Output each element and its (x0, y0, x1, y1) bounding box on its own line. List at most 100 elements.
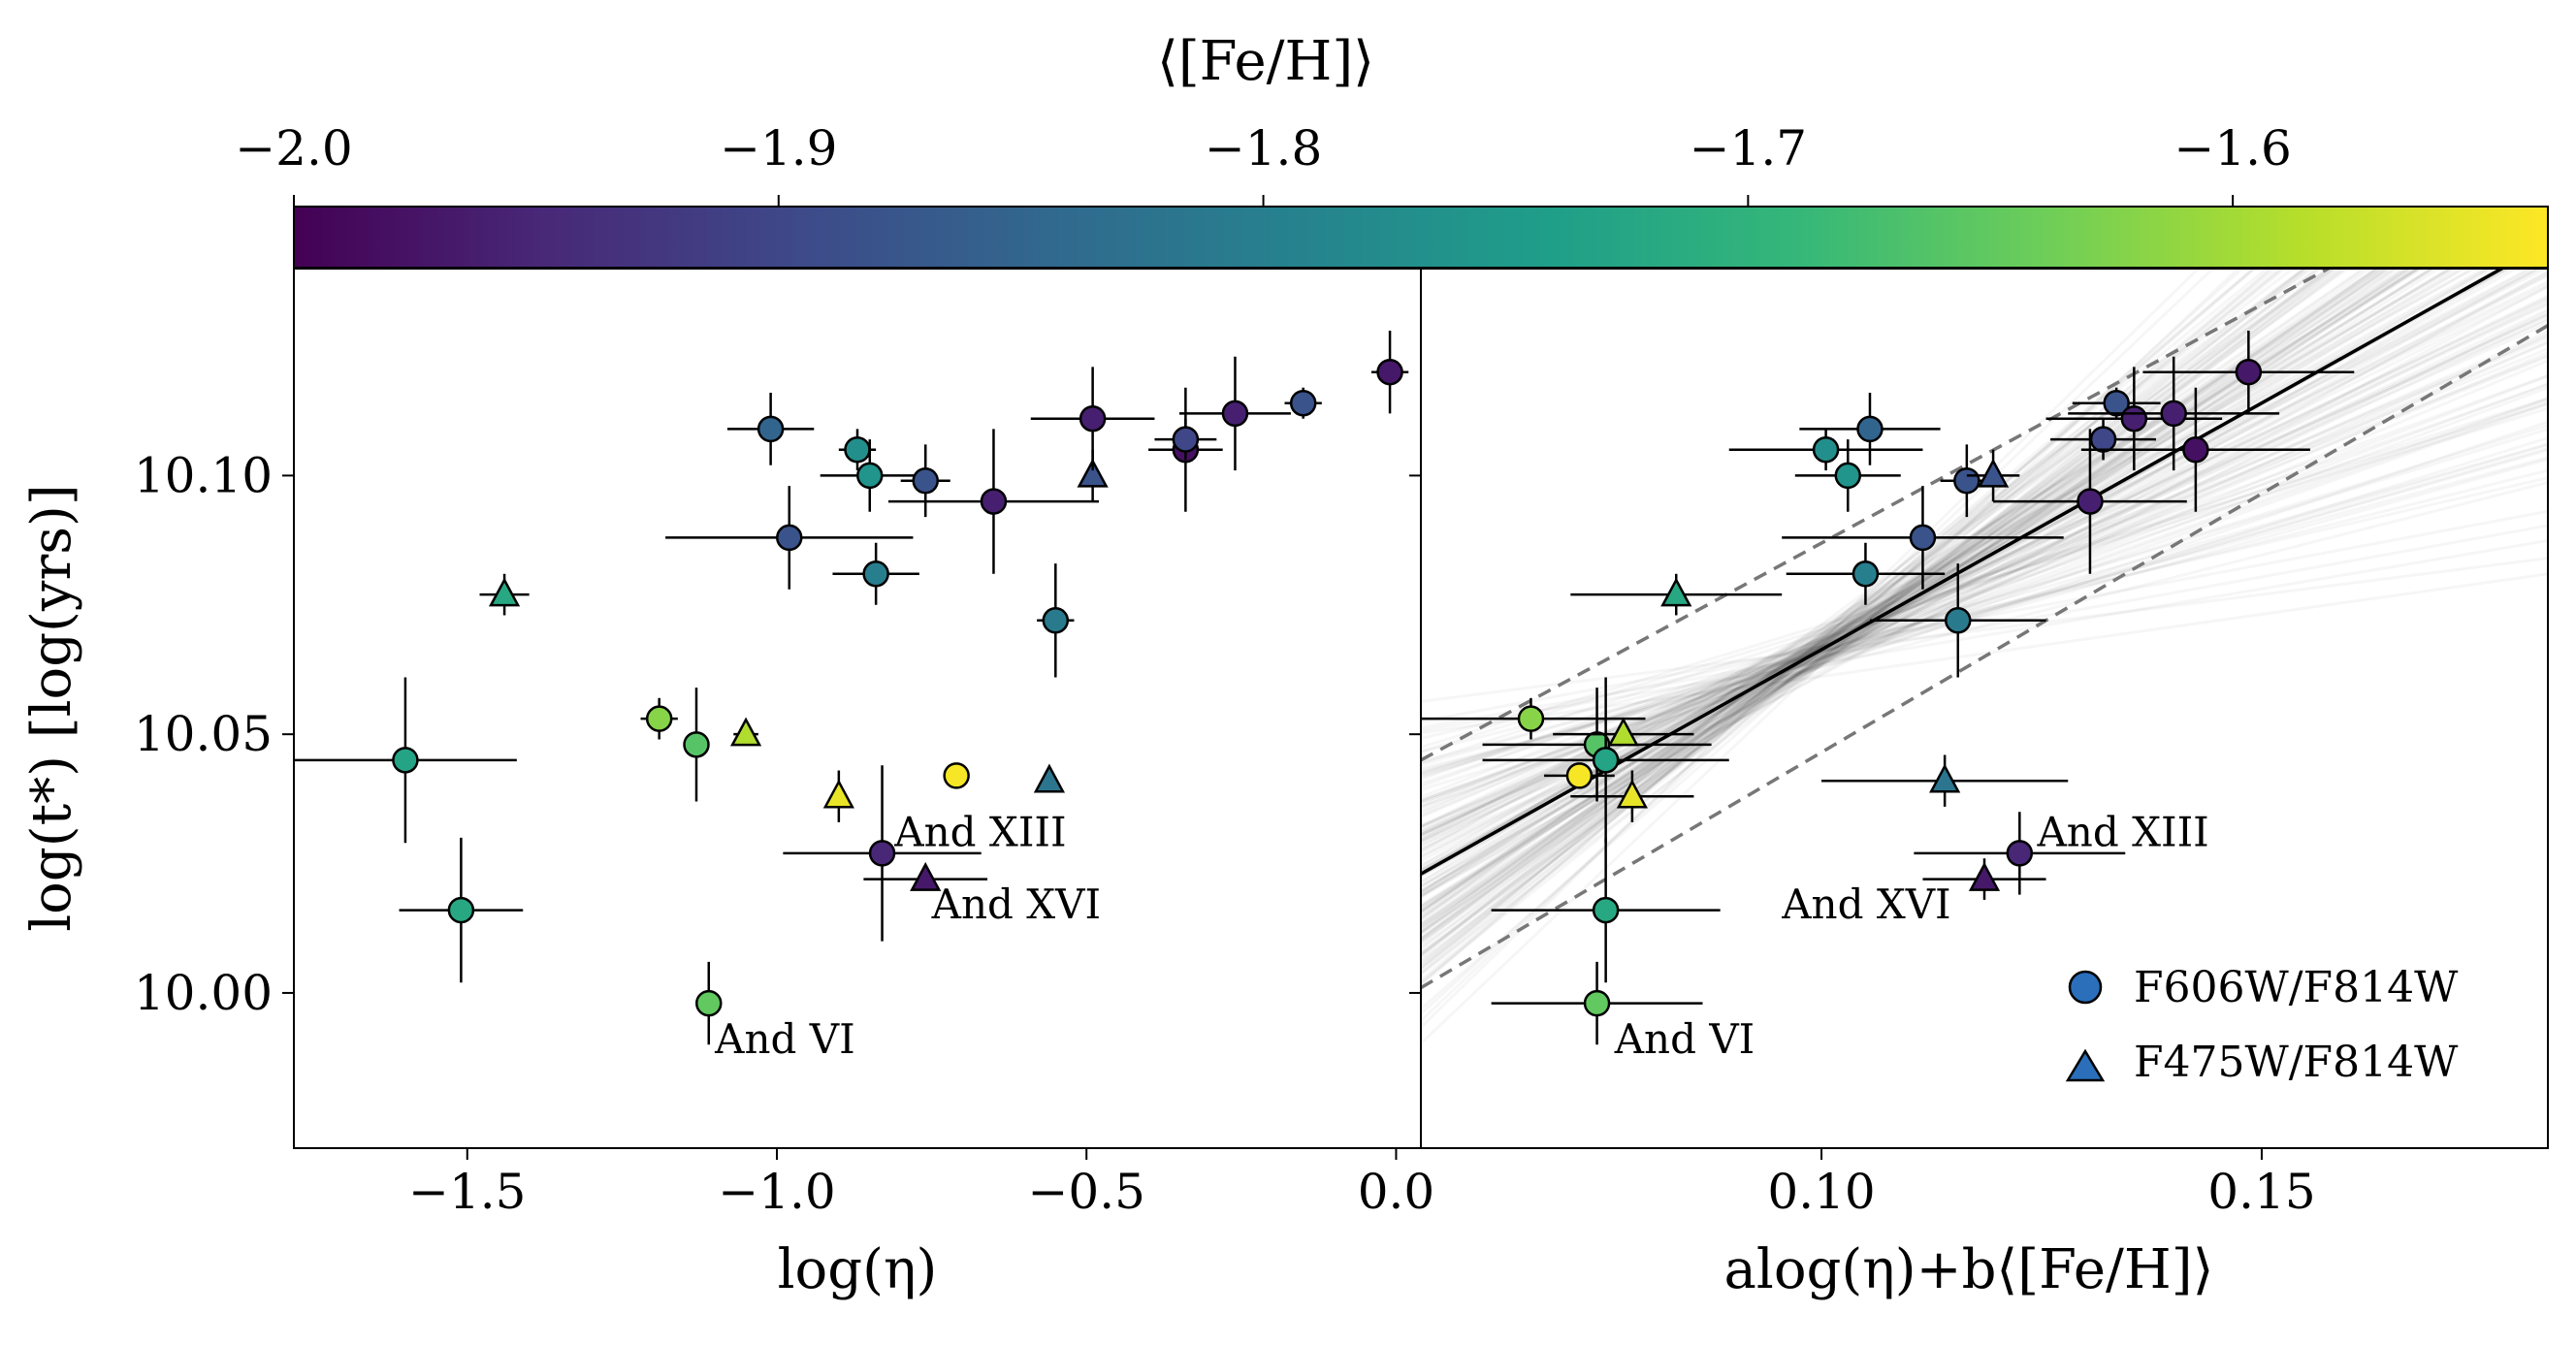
right-plot-border (1420, 268, 2549, 1149)
data-point (729, 717, 762, 747)
circle-marker (856, 462, 884, 490)
circle-marker (2103, 389, 2130, 417)
x-tick-label: 0.10 (1767, 1164, 1875, 1220)
data-point (1799, 393, 1941, 465)
data-point (1786, 542, 1946, 605)
data-point (1370, 331, 1409, 414)
galaxy-annotation: And XVI (1781, 881, 1950, 928)
galaxy-annotation: And VI (714, 1015, 855, 1063)
data-point (294, 677, 517, 844)
left-annotations: And XIII And XVI And VI (714, 809, 1101, 1063)
triangle-marker (910, 861, 942, 891)
left-axis-ticks: −1.5 −1.0 −0.5 0.0 10.00 10.05 10.10 (134, 447, 1434, 1220)
galaxy-annotation: And XVI (931, 881, 1101, 928)
colorbar-tick-label: −1.9 (720, 120, 837, 176)
triangle-marker (1968, 861, 2001, 891)
data-point (1179, 356, 1291, 471)
x-tick-label: 0.15 (2207, 1164, 2315, 1220)
data-point (1914, 812, 2126, 895)
data-point (1482, 677, 1729, 844)
circle-marker (2160, 400, 2187, 428)
circle-marker (1592, 747, 1620, 774)
left-plot-frame (293, 268, 1422, 1149)
data-point (1030, 367, 1155, 471)
data-point (1570, 770, 1694, 822)
data-point (822, 770, 854, 822)
circle-marker (1376, 358, 1403, 386)
circle-marker (1852, 560, 1880, 588)
colorbar-ticks: −2.0 −1.9 −1.8 −1.7 −1.6 (235, 120, 2292, 207)
data-point (683, 688, 710, 802)
circle-marker (862, 560, 889, 588)
circle-marker (683, 731, 710, 758)
circle-marker (2235, 358, 2263, 386)
data-point (1922, 858, 2046, 900)
data-point (1993, 429, 2187, 574)
x-tick-label: 0.0 (1358, 1164, 1435, 1220)
data-point (1154, 418, 1217, 461)
fit-lower-bound (1421, 324, 2548, 990)
legend-circle-marker (2068, 970, 2103, 1005)
data-point (640, 697, 678, 740)
left-ylabel: log(t*) [log(yrs)] (20, 484, 83, 931)
circle-marker (1834, 462, 1862, 490)
circle-marker (844, 435, 871, 464)
data-point (1421, 697, 1646, 740)
data-point (1782, 486, 2064, 590)
circle-marker (1517, 705, 1545, 732)
triangle-marker (1033, 763, 1066, 793)
triangle-marker (1929, 763, 1961, 793)
colorbar-tick-label: −2.0 (235, 120, 352, 176)
circle-marker (943, 762, 970, 789)
data-point (943, 762, 970, 789)
data-point (479, 573, 530, 616)
data-point (695, 961, 723, 1045)
data-point (726, 393, 815, 465)
data-point (1794, 439, 1901, 512)
triangle-marker (488, 577, 521, 607)
circle-marker (2182, 435, 2209, 464)
colorbar-tick-label: −1.8 (1205, 120, 1322, 176)
circle-marker (2006, 840, 2034, 867)
triangle-marker (1616, 779, 1648, 809)
right-annotations: And XIII And XVI And VI (1614, 809, 2209, 1063)
colorbar-tick-label: −1.6 (2174, 120, 2291, 176)
data-point (1284, 387, 1322, 419)
circle-marker (1289, 389, 1317, 417)
data-point (832, 542, 919, 605)
y-tick-label: 10.05 (134, 706, 273, 762)
circle-marker (1592, 896, 1620, 924)
circle-marker (447, 896, 475, 924)
data-point (863, 861, 988, 891)
data-point (1491, 961, 1703, 1045)
data-point (2068, 356, 2280, 471)
x-tick-label: −0.5 (1028, 1164, 1145, 1220)
data-point (1821, 754, 2069, 807)
right-xlabel: alog(η)+b⟨[Fe/H]⟩ (1724, 1238, 2214, 1301)
data-point (1728, 429, 1923, 471)
data-point (2142, 331, 2355, 414)
left-xlabel: log(η) (778, 1238, 938, 1301)
data-point (1966, 449, 2020, 502)
circle-marker (1221, 400, 1249, 428)
legend-triangle-marker (2065, 1048, 2106, 1082)
x-tick-label: −1.0 (718, 1164, 835, 1220)
circle-marker (1565, 762, 1594, 789)
data-point (1491, 837, 1721, 983)
circle-marker (645, 705, 673, 732)
circle-marker (1909, 524, 1937, 552)
circle-marker (1079, 404, 1107, 432)
circle-marker (868, 840, 896, 867)
circle-marker (1812, 435, 1840, 464)
circle-marker (1856, 415, 1884, 443)
circle-marker (980, 488, 1008, 515)
galaxy-annotation: And XIII (893, 809, 1066, 856)
data-point (820, 439, 919, 512)
data-point (887, 429, 1099, 574)
legend-label-triangle: F475W/F814W (2134, 1038, 2459, 1087)
colorbar-label: ⟨[Fe/H]⟩ (1157, 30, 1374, 93)
colorbar-tick-label: −1.7 (1690, 120, 1807, 176)
data-point (1544, 762, 1615, 789)
